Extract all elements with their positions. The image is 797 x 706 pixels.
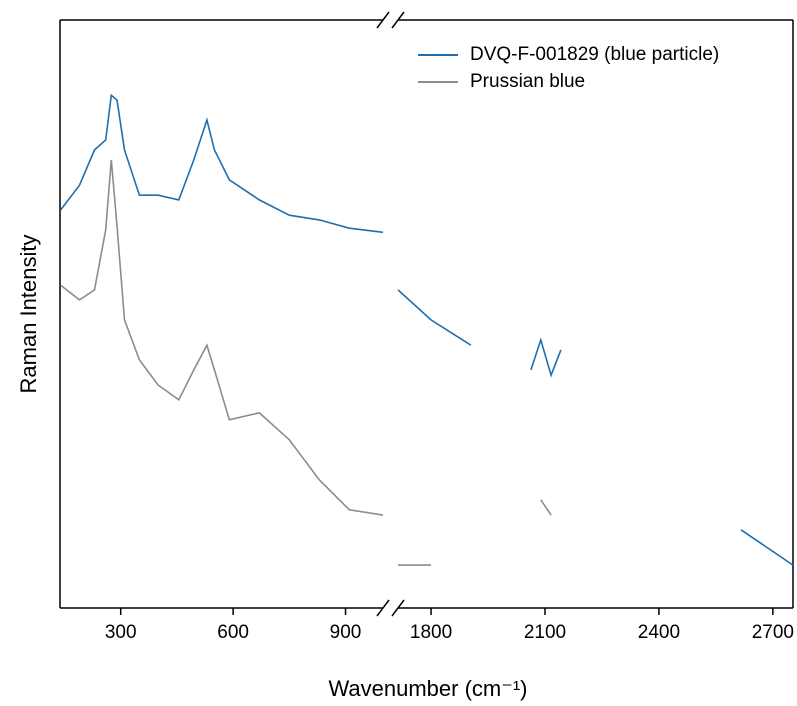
series-line <box>398 500 793 588</box>
x-tick-label: 900 <box>330 622 362 643</box>
series-line <box>60 93 384 234</box>
x-axis-label: Wavenumber (cm⁻¹) <box>328 676 527 701</box>
x-tick-label: 300 <box>105 622 137 643</box>
x-tick-label: 2700 <box>752 622 794 643</box>
x-tick-label: 2100 <box>524 622 566 643</box>
x-tick-label: 600 <box>217 622 249 643</box>
series-line <box>60 159 384 516</box>
x-tick-label: 2400 <box>638 622 680 643</box>
x-tick-label: 1800 <box>410 622 452 643</box>
legend-label: DVQ-F-001829 (blue particle) <box>470 44 719 65</box>
y-axis-label: Raman Intensity <box>16 235 41 394</box>
series-line <box>397 289 794 566</box>
frame <box>59 11 794 617</box>
legend-label: Prussian blue <box>470 71 585 92</box>
